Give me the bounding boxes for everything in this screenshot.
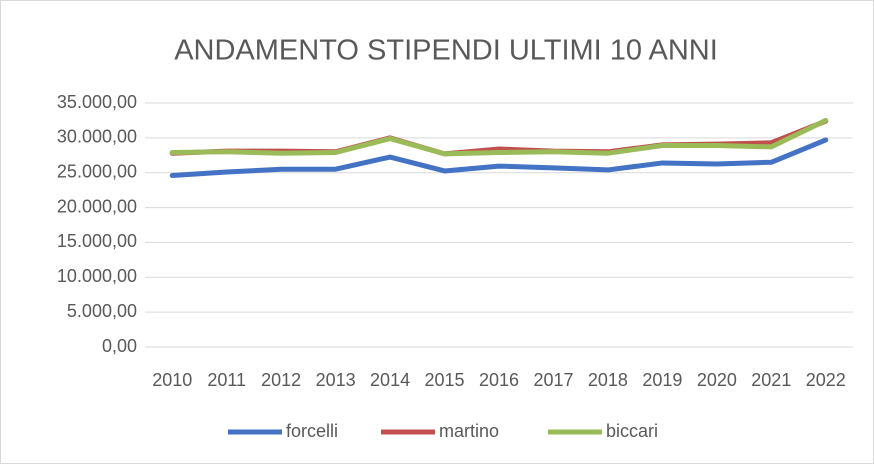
series-line (169, 117, 829, 157)
x-tick-label: 2019 (642, 370, 682, 390)
y-tick-label: 0,00 (102, 336, 137, 356)
y-tick-label: 15.000,00 (57, 231, 137, 251)
x-tick-label: 2011 (207, 370, 246, 390)
y-tick-label: 20.000,00 (57, 196, 137, 216)
y-tick-label: 10.000,00 (57, 266, 137, 286)
x-tick-label: 2012 (261, 370, 301, 390)
chart-title: ANDAMENTO STIPENDI ULTIMI 10 ANNI (174, 35, 718, 67)
y-tick-label: 5.000,00 (67, 301, 137, 321)
x-tick-label: 2021 (751, 370, 791, 390)
x-tick-label: 2016 (479, 370, 519, 390)
legend-label: forcelli (286, 421, 338, 441)
series-line (169, 137, 829, 179)
x-tick-label: 2010 (152, 370, 192, 390)
x-tick-label: 2017 (533, 370, 573, 390)
x-tick-label: 2018 (588, 370, 628, 390)
legend-label: biccari (606, 421, 658, 441)
y-tick-label: 25.000,00 (57, 161, 137, 181)
legend-label: martino (439, 421, 499, 441)
y-tick-label: 30.000,00 (57, 127, 137, 147)
x-tick-label: 2015 (425, 370, 465, 390)
x-tick-label: 2022 (806, 370, 846, 390)
y-tick-label: 35.000,00 (57, 92, 137, 112)
x-tick-label: 2014 (370, 370, 410, 390)
x-tick-label: 2013 (316, 370, 356, 390)
x-tick-label: 2020 (697, 370, 737, 390)
